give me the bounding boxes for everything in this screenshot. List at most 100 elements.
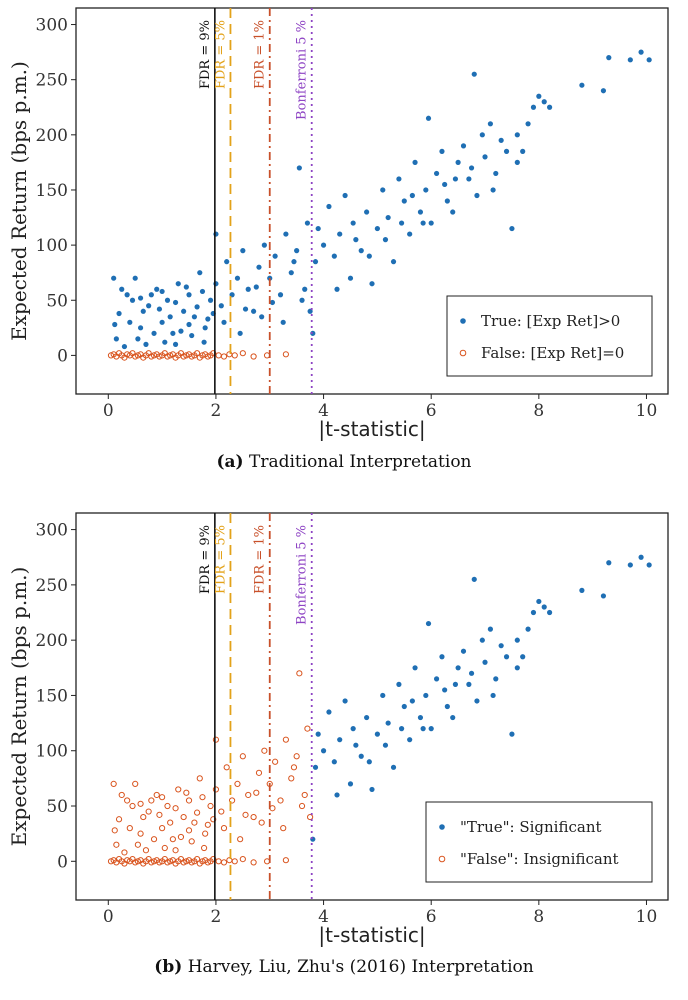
- x-tick-label-8: 8: [533, 401, 544, 421]
- point-0-95: [135, 336, 141, 342]
- point-0-136: [452, 176, 459, 182]
- point-0-67: [466, 681, 472, 687]
- point-0-1: [124, 797, 131, 804]
- point-0-56: [412, 159, 418, 165]
- point-0-77: [514, 637, 520, 643]
- point-0-138: [490, 187, 496, 193]
- legend-marker-0: [460, 318, 466, 324]
- point-0-4: [146, 303, 152, 309]
- point-0-50: [380, 692, 386, 699]
- legend-label-0: True: [Exp Ret]>0: [481, 312, 620, 330]
- point-0-33: [296, 165, 302, 171]
- point-0-101: [161, 844, 168, 852]
- point-0-26: [261, 747, 268, 754]
- point-0-61: [433, 170, 440, 177]
- point-0-60: [428, 220, 434, 226]
- point-0-107: [194, 304, 200, 310]
- point-0-60: [428, 726, 434, 732]
- point-0-64: [450, 209, 456, 215]
- point-0-111: [121, 343, 128, 350]
- point-0-20: [228, 797, 236, 804]
- point-0-59: [425, 115, 432, 121]
- point-0-19: [223, 764, 230, 771]
- x-axis-label: |t-statistic|: [318, 417, 425, 441]
- point-0-98: [148, 797, 155, 804]
- point-0-104: [178, 328, 184, 334]
- x-tick-label-8: 8: [533, 907, 544, 927]
- point-0-132: [399, 726, 405, 732]
- point-0-129: [350, 726, 356, 732]
- x-tick-label-0: 0: [103, 401, 114, 421]
- point-0-100: [156, 306, 163, 312]
- point-0-102: [167, 314, 173, 320]
- point-0-55: [407, 231, 413, 237]
- point-0-10: [181, 308, 187, 314]
- x-tick-label-6: 6: [426, 907, 437, 927]
- point-0-81: [536, 598, 542, 605]
- point-0-105: [183, 789, 190, 796]
- point-0-97: [143, 341, 149, 347]
- point-0-21: [234, 780, 241, 788]
- point-0-15: [207, 802, 214, 810]
- point-0-58: [423, 692, 429, 699]
- point-0-103: [172, 299, 179, 306]
- y-axis-label: Expected Return (bps p.m.): [7, 567, 31, 847]
- point-0-124: [280, 319, 286, 325]
- point-0-129: [350, 220, 356, 226]
- point-1-40: [220, 859, 228, 866]
- point-0-109: [205, 316, 211, 322]
- point-0-55: [407, 737, 413, 743]
- point-1-44: [250, 859, 257, 866]
- point-0-37: [312, 764, 319, 770]
- point-0-69: [474, 698, 480, 704]
- legend-box: [446, 295, 653, 377]
- threshold-label-0: FDR = 9%: [198, 20, 213, 89]
- point-0-128: [334, 286, 340, 292]
- point-0-7: [164, 297, 171, 303]
- point-0-54: [401, 703, 407, 710]
- point-1-32: [193, 855, 201, 863]
- point-0-100: [156, 811, 163, 818]
- point-1-39: [215, 858, 222, 865]
- point-0-36: [307, 813, 314, 821]
- point-0-53: [396, 681, 402, 687]
- point-0-67: [466, 176, 472, 182]
- point-1-46: [282, 857, 289, 864]
- point-0-88: [638, 554, 644, 560]
- point-0-56: [412, 665, 418, 671]
- point-0-51: [385, 214, 391, 221]
- point-0-90: [110, 780, 117, 788]
- point-1-46: [282, 351, 289, 358]
- panel-0: 0 50 100 150 200 250 300 0 2 4 6 8 10 |t-statistic| Ex…: [7, 7, 669, 441]
- y-tick-label-50: 50: [46, 797, 68, 817]
- point-0-22: [239, 753, 246, 760]
- point-0-38: [315, 731, 321, 737]
- point-0-66: [460, 143, 467, 149]
- point-0-24: [250, 813, 257, 821]
- threshold-label-1: FDR = 5%: [213, 20, 228, 89]
- point-0-76: [509, 731, 515, 737]
- point-0-117: [210, 816, 217, 823]
- point-0-42: [337, 231, 343, 237]
- point-0-58: [423, 187, 429, 193]
- y-tick-label-150: 150: [36, 686, 68, 706]
- point-0-83: [547, 609, 553, 616]
- series-0: [111, 49, 652, 350]
- point-1-43: [239, 350, 246, 357]
- point-0-6: [159, 825, 166, 832]
- legend-marker-1: [459, 349, 467, 357]
- point-0-8: [170, 330, 176, 336]
- point-0-114: [172, 847, 179, 854]
- point-0-3: [137, 325, 144, 331]
- point-0-93: [126, 825, 133, 832]
- point-0-45: [353, 742, 359, 748]
- caption-b: (b) Harvey, Liu, Zhu's (2016) Interpreta…: [0, 957, 688, 977]
- point-0-75: [503, 654, 510, 660]
- point-0-13: [197, 270, 203, 276]
- point-0-105: [183, 284, 189, 290]
- point-0-118: [220, 825, 228, 832]
- point-0-47: [364, 209, 370, 215]
- y-tick-label-250: 250: [36, 71, 68, 91]
- point-0-54: [401, 198, 407, 204]
